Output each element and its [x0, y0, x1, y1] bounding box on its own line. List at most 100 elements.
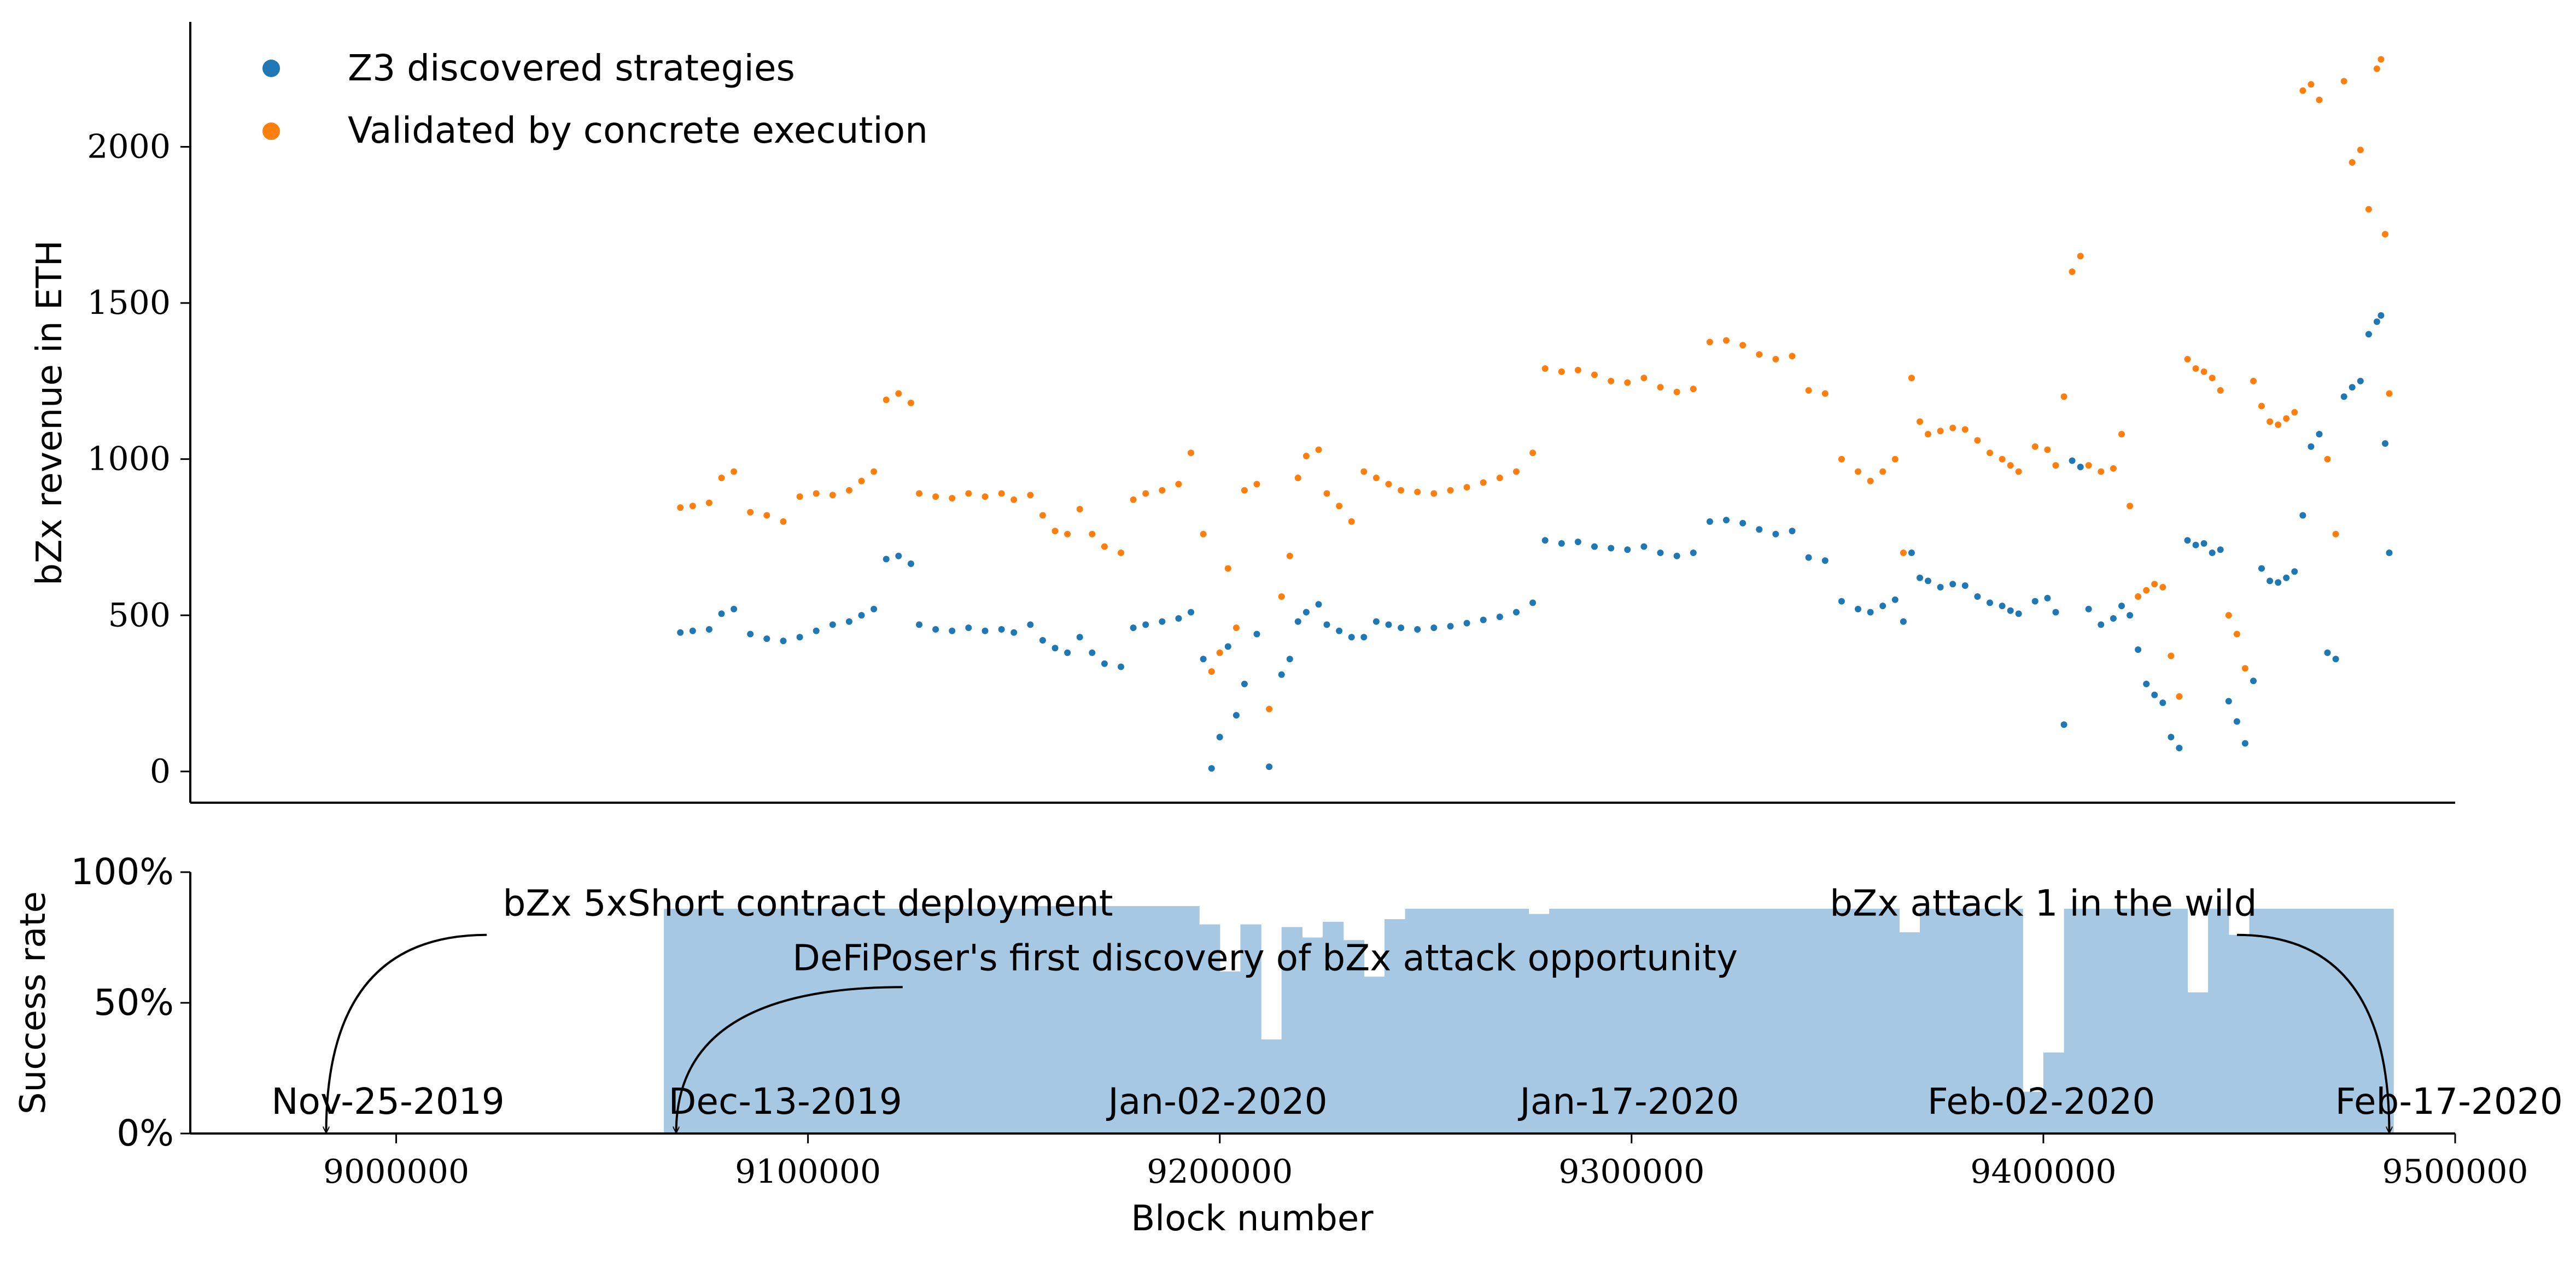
success-rate-bar [1137, 906, 1159, 1134]
validated-point [1879, 468, 1886, 475]
validated-point [2233, 630, 2240, 638]
validated-point [1336, 503, 1343, 510]
z3-point [998, 626, 1005, 633]
success-rate-bar [705, 908, 726, 1134]
z3-point [1323, 621, 1330, 628]
validated-point [2258, 402, 2265, 410]
top-y-axis-label: bZx revenue in ETH [30, 240, 70, 585]
legend: Z3 discovered strategies Validated by co… [262, 47, 928, 151]
success-rate-bar [1117, 906, 1138, 1134]
success-rate-bar [746, 908, 767, 1134]
z3-point [2135, 646, 2142, 653]
z3-point [1529, 599, 1537, 606]
z3-point [1937, 583, 1944, 591]
success-rate-bar [808, 908, 829, 1134]
validated-point [1323, 490, 1330, 497]
z3-point [1101, 660, 1108, 667]
validated-point [1513, 468, 1520, 475]
y-tick-label: 50% [94, 981, 174, 1024]
legend-marker-validated [262, 122, 280, 140]
validated-point [2168, 652, 2175, 659]
z3-point [1925, 577, 1931, 585]
success-rate-bar [1178, 906, 1200, 1134]
y-tick-label: 2000 [87, 127, 171, 166]
x-tick-label: 9100000 [735, 1153, 881, 1191]
validated-point [1463, 484, 1470, 491]
date-label: Feb-17-2020 [2335, 1080, 2562, 1123]
validated-point [1805, 387, 1812, 394]
z3-point [1879, 603, 1886, 610]
validated-point [2031, 443, 2038, 450]
validated-point [705, 499, 712, 506]
validated-point [1208, 668, 1215, 675]
validated-point [1640, 375, 1648, 382]
z3-point [1974, 593, 1981, 600]
success-rate-bar [1014, 908, 1035, 1134]
z3-point [705, 626, 712, 633]
z3-point [1241, 680, 1248, 687]
validated-point [1372, 475, 1380, 481]
validated-point [2241, 665, 2248, 672]
z3-point [1372, 618, 1380, 625]
validated-point [2250, 377, 2257, 384]
success-rate-bar [1405, 908, 1426, 1134]
z3-point [1756, 526, 1763, 533]
success-rate-bars [664, 906, 2394, 1134]
z3-point [2127, 612, 2134, 619]
validated-point [677, 504, 684, 511]
validated-point [2184, 355, 2191, 363]
validated-point [1348, 518, 1355, 525]
z3-point [2233, 718, 2240, 725]
validated-point [2217, 387, 2224, 394]
success-rate-bar [1755, 908, 1776, 1134]
z3-point [1999, 603, 2006, 610]
annotation-attack-in-wild: bZx attack 1 in the wild [1830, 882, 2257, 924]
validated-point [1574, 366, 1581, 373]
validated-point [1608, 377, 1615, 384]
z3-point [2060, 721, 2067, 728]
validated-point [1974, 437, 1981, 444]
validated-point [1529, 449, 1537, 457]
validated-point [2299, 87, 2306, 94]
y-tick-label: 1500 [87, 284, 171, 322]
validated-point [2098, 468, 2105, 475]
z3-point [2291, 568, 2298, 575]
legend-label-z3: Z3 discovered strategies [348, 47, 795, 89]
z3-point [1949, 581, 1956, 588]
success-rate-bar [2270, 908, 2291, 1134]
z3-point [2258, 565, 2265, 572]
success-rate-bar [787, 908, 809, 1134]
success-rate-bar [1199, 924, 1220, 1134]
validated-point [2378, 56, 2385, 63]
annotation-contract-deployment: bZx 5xShort contract deployment [503, 882, 1113, 924]
z3-point [1142, 621, 1149, 628]
validated-point [1772, 355, 1779, 363]
z3-point [1266, 763, 1273, 770]
validated-point [2143, 587, 2150, 594]
validated-point [1838, 455, 1845, 463]
validated-point [1414, 488, 1421, 495]
z3-point [1855, 605, 1861, 612]
validated-point [1315, 446, 1322, 453]
validated-point [1232, 624, 1240, 632]
validated-point [1278, 593, 1285, 600]
z3-point [2118, 603, 2125, 610]
validated-point [1027, 492, 1034, 499]
z3-point [1414, 626, 1421, 633]
success-rate-bar [993, 908, 1014, 1134]
validated-point [2225, 612, 2232, 619]
z3-point [1286, 656, 1293, 663]
validated-point [1937, 428, 1944, 435]
success-rate-bar [828, 908, 850, 1134]
z3-point [1900, 618, 1907, 625]
z3-point [2098, 621, 2105, 628]
z3-point [780, 638, 787, 645]
validated-point [907, 399, 914, 406]
validated-point [998, 490, 1005, 497]
z3-point [1118, 663, 1124, 670]
validated-point [731, 468, 738, 475]
validated-point [2209, 375, 2216, 382]
z3-point [2316, 431, 2323, 437]
validated-point [1130, 496, 1137, 503]
validated-point [1739, 342, 1746, 349]
